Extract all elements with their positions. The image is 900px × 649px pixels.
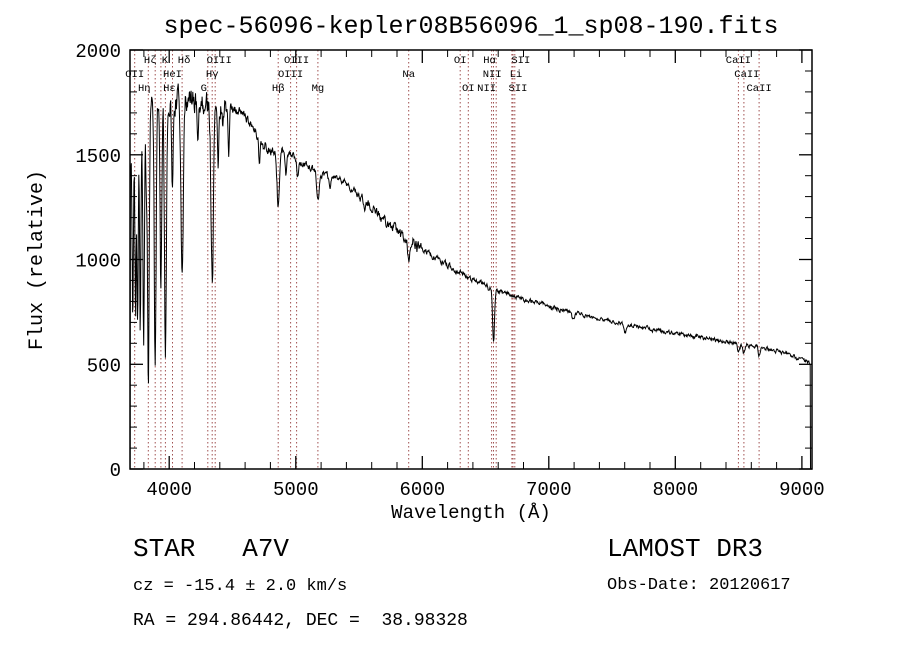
y-tick-label: 1000 — [75, 251, 121, 273]
spectral-line-label: OIII — [207, 55, 232, 67]
y-axis-label: Flux (relative) — [26, 170, 49, 350]
spectral-line-label: SII — [509, 83, 528, 95]
y-tick-label: 0 — [110, 460, 121, 482]
spectrum-curve — [129, 83, 811, 470]
spectral-line-label: NII — [483, 69, 502, 81]
spectral-line-label: CaII — [726, 55, 751, 67]
radial-velocity-text: cz = -15.4 ± 2.0 km/s — [133, 577, 347, 596]
spectral-line-label: OI — [462, 83, 475, 95]
spectral-line-label: Hε — [163, 83, 176, 95]
x-tick-label: 6000 — [399, 479, 445, 501]
spectral-line-label: OIII — [284, 55, 309, 67]
plot-title: spec-56096-kepler08B56096_1_sp08-190.fit… — [163, 12, 778, 41]
spectral-line-label: Na — [402, 69, 415, 81]
x-axis-label: Wavelength (Å) — [391, 502, 551, 524]
spectral-line-label: Hη — [138, 83, 151, 95]
y-tick-label: 2000 — [75, 41, 121, 63]
x-tick-label: 9000 — [779, 479, 825, 501]
spectral-line-label: NII — [477, 83, 496, 95]
spectral-line-label: Hγ — [206, 69, 219, 81]
spectral-line-label: Mg — [312, 83, 325, 95]
spectral-line-label: OI — [454, 55, 467, 67]
spectral-line-label: Hβ — [272, 83, 285, 95]
y-tick-label: 500 — [87, 355, 121, 377]
ra-dec-text: RA = 294.86442, DEC = 38.98328 — [133, 611, 468, 631]
spectral-line-label: SII — [511, 55, 530, 67]
spectral-line-label: Li — [510, 69, 523, 81]
spectral-line-label: OII — [125, 69, 144, 81]
spectral-line-label: HeI — [163, 69, 182, 81]
x-tick-label: 4000 — [146, 479, 192, 501]
survey-name-text: LAMOST DR3 — [607, 534, 763, 564]
spectral-line-label: G — [201, 83, 207, 95]
spectral-line-label: K — [162, 55, 169, 67]
y-tick-label: 1500 — [75, 146, 121, 168]
spectral-line-label: CaII — [734, 69, 759, 81]
spectral-line-label: Hα — [483, 55, 496, 67]
spectral-line-label: Hζ — [144, 55, 157, 67]
spectral-line-label: Hδ — [178, 55, 191, 67]
x-tick-label: 5000 — [273, 479, 319, 501]
obs-date-text: Obs-Date: 20120617 — [607, 576, 791, 595]
spectral-line-label: OIII — [278, 69, 303, 81]
spectral-line-label: CaII — [746, 83, 771, 95]
star-class-text: STAR A7V — [133, 534, 289, 564]
x-tick-label: 7000 — [526, 479, 572, 501]
plot-area: 4000 5000 6000 7000 8000 9000 0 500 1000 1500 2000… — [75, 41, 824, 501]
x-tick-label: 8000 — [652, 479, 698, 501]
